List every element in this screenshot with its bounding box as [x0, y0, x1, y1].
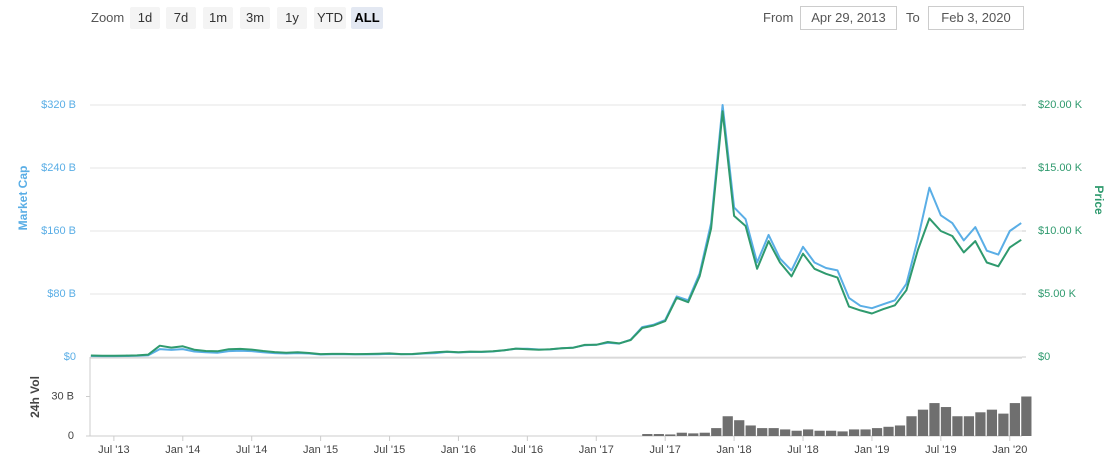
y2-tick-label: $15.00 K [1038, 162, 1083, 174]
y2-tick-label: $20.00 K [1038, 99, 1083, 111]
volume-bar [791, 430, 802, 436]
from-label: From [763, 10, 794, 25]
volume-bar [894, 425, 906, 436]
x-tick-label: Jul '13 [98, 444, 129, 456]
x-tick-label: Jan '17 [579, 444, 614, 456]
volume-bar [676, 432, 687, 436]
x-tick-label: Jul '17 [649, 444, 680, 456]
x-tick-label: Jul '14 [236, 444, 267, 456]
volume-bar [929, 403, 940, 436]
volume-bar [871, 428, 883, 436]
x-tick-label: Jul '16 [512, 444, 543, 456]
x-tick-label: Jan '14 [165, 444, 200, 456]
x-tick-label: Jul '19 [925, 444, 956, 456]
to-input[interactable]: Feb 3, 2020 [928, 6, 1024, 30]
y-axis-title: 24h Vol [28, 376, 42, 418]
volume-bar [768, 428, 779, 436]
x-tick-label: Jan '15 [303, 444, 338, 456]
to-label: To [906, 10, 920, 25]
zoom-button[interactable]: YTD [314, 7, 346, 29]
zoom-label: Zoom [91, 10, 125, 25]
y-tick-label: 0 [68, 430, 74, 442]
zoom-button[interactable]: 1m [203, 7, 233, 29]
volume-bar [642, 434, 653, 436]
volume-bar [963, 416, 975, 436]
volume-bar [906, 416, 917, 436]
y-tick-label: $240 B [41, 162, 76, 174]
volume-bar [780, 429, 791, 436]
zoom-button[interactable]: ALL [351, 7, 383, 29]
volume-bar [699, 432, 710, 436]
y2-tick-label: $10.00 K [1038, 225, 1083, 237]
volume-bar [711, 428, 722, 436]
zoom-button[interactable]: 1y [277, 7, 307, 29]
volume-bar [1021, 396, 1032, 436]
zoom-button[interactable]: 3m [240, 7, 270, 29]
volume-bar [952, 416, 963, 436]
volume-bar [860, 429, 871, 436]
zoom-button[interactable]: 1d [130, 7, 160, 29]
y2-tick-label: $5.00 K [1038, 288, 1077, 300]
volume-bar [975, 412, 986, 436]
volume-bar [998, 413, 1009, 436]
volume-bar [803, 429, 814, 436]
zoom-button[interactable]: 7d [166, 7, 196, 29]
volume-bar [745, 425, 756, 436]
volume-bar [917, 409, 929, 436]
volume-bar [757, 428, 768, 436]
x-tick-label: Jul '15 [374, 444, 405, 456]
volume-bar [986, 409, 998, 436]
y-tick-label: $160 B [41, 225, 76, 237]
volume-bar [837, 431, 848, 436]
from-input[interactable]: Apr 29, 2013 [800, 6, 897, 30]
y-axis-title: Market Cap [16, 166, 30, 231]
y2-axis-title: Price [1092, 185, 1106, 215]
y-tick-label: $80 B [47, 288, 76, 300]
volume-bar [653, 434, 664, 436]
volume-bar [940, 407, 952, 436]
volume-bar [734, 420, 745, 436]
series-line [90, 110, 1022, 357]
x-tick-label: Jan '20 [992, 444, 1027, 456]
x-tick-label: Jul '18 [787, 444, 818, 456]
volume-bar [722, 416, 733, 436]
y2-tick-label: $0 [1038, 351, 1050, 363]
y-tick-label: $320 B [41, 99, 76, 111]
volume-bar [814, 430, 825, 436]
x-tick-label: Jan '16 [441, 444, 476, 456]
volume-bar [848, 429, 860, 436]
x-tick-label: Jan '19 [854, 444, 889, 456]
x-tick-label: Jan '18 [717, 444, 752, 456]
volume-bar [825, 430, 837, 436]
volume-bar [665, 434, 676, 436]
y-tick-label: $0 [64, 351, 76, 363]
volume-bar [1009, 403, 1020, 436]
volume-bar [883, 426, 894, 436]
y-tick-label: 30 B [51, 390, 74, 402]
volume-bar [688, 433, 699, 436]
toolbar: Zoom 1d 7d 1m 3m 1y YTD ALL From Apr 29, 2013 … [0, 0, 1120, 38]
